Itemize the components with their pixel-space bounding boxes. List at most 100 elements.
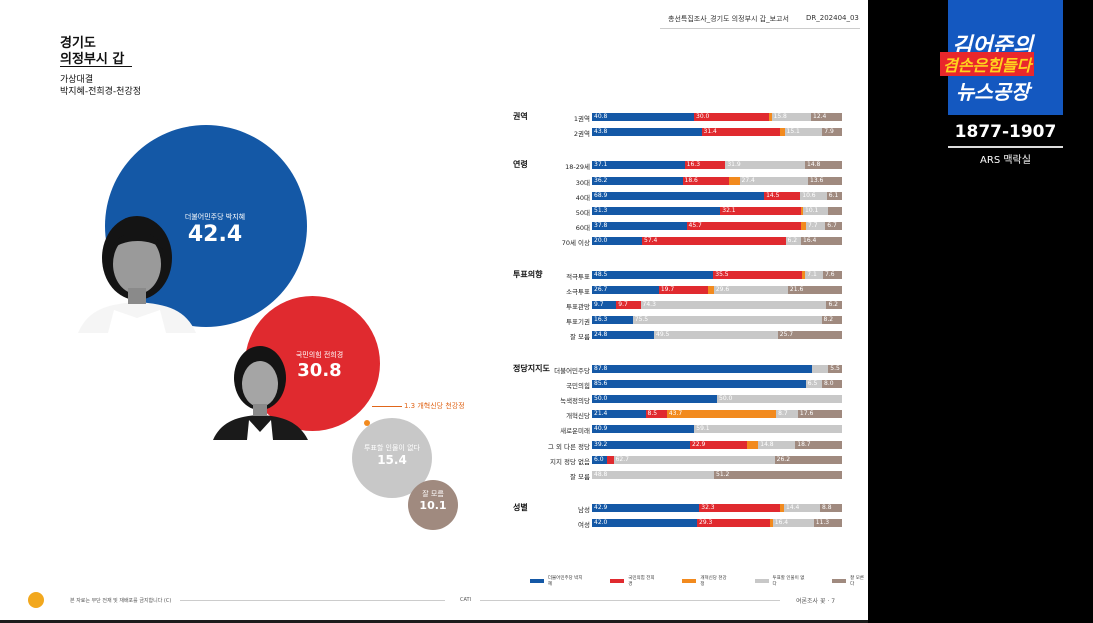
data-label: 39.2 <box>594 440 608 448</box>
row-label: 40대 <box>575 193 590 202</box>
bubble-dont-know <box>408 480 458 530</box>
bar-segment: 8.8 <box>820 504 842 513</box>
bar-segment: 50.0 <box>592 395 717 403</box>
bar-segment: 26.2 <box>774 455 842 464</box>
data-label: 27.4 <box>741 176 755 184</box>
no-candidate-name: 투표할 인물이 없다 <box>364 444 420 452</box>
sunburst-logo-icon <box>28 592 44 608</box>
row-label: 더불어민주당 <box>554 366 590 375</box>
logo-line-2: 겸손은힘들다 <box>940 52 1035 76</box>
data-label: 37.8 <box>594 222 608 230</box>
row-label: 국민의힘 <box>566 381 590 390</box>
bar-segment: 16.4 <box>772 519 814 528</box>
data-label: 8.8 <box>822 504 832 512</box>
data-label: 30.0 <box>696 113 710 120</box>
bubble-democratic-label: 더불어민주당 박지혜 42.4 <box>165 212 265 247</box>
data-label: 62.7 <box>615 455 629 463</box>
legend-label-reform: 개혁신당 천강정 <box>700 576 727 587</box>
bar-segment: 7.9 <box>822 128 842 137</box>
stacked-bar: 37.1 16.3 31.9 14.8 <box>592 161 842 170</box>
bar-segment: 9.7 <box>592 301 617 309</box>
row-label: 녹색정의당 <box>560 397 590 405</box>
logo-line-3: 뉴스공장 <box>956 80 1030 104</box>
row-label: 18-29세 <box>565 163 590 172</box>
bar-segment <box>811 364 829 373</box>
bar-segment: 6.2 <box>785 237 801 246</box>
data-label: 14.8 <box>760 440 774 448</box>
bar-segment: 43.8 <box>592 128 702 137</box>
bar-segment: 35.5 <box>713 270 802 279</box>
row-label: 1권역 <box>573 115 590 123</box>
stacked-bar: 51.3 32.1 10.1 <box>592 207 842 215</box>
data-label: 13.6 <box>810 176 824 184</box>
data-label: 21.6 <box>789 285 804 293</box>
group-title: 투표의향 <box>513 269 543 279</box>
bar-segment: 30.0 <box>694 113 769 121</box>
row-label: 60대 <box>575 224 590 233</box>
data-label: 8.7 <box>778 410 788 418</box>
bar-segment <box>747 440 759 449</box>
data-label: 17.6 <box>799 410 814 418</box>
bar-segment: 6.2 <box>826 301 842 309</box>
data-label: 68.9 <box>594 191 608 199</box>
data-label: 42.9 <box>594 504 608 512</box>
legend-label-ppp: 국민의힘 전희경 <box>628 576 655 587</box>
data-label: 14.5 <box>766 191 780 199</box>
bar-segment: 19.7 <box>658 285 709 294</box>
bubble-no-candidate-label: 투표할 인물이 없다 15.4 <box>352 443 432 467</box>
footer-center: CATI <box>460 597 472 603</box>
bar-segment: 32.3 <box>699 504 780 513</box>
row-label: 투표관망 <box>566 303 590 311</box>
data-label: 18.6 <box>684 176 698 184</box>
bar-segment <box>780 504 784 513</box>
matchup-label: 가상대결 <box>60 75 94 85</box>
data-label: 32.1 <box>722 207 736 214</box>
bar-segment: 7.7 <box>806 222 826 231</box>
data-label: 5.5 <box>830 364 840 372</box>
data-label: 16.3 <box>594 316 608 324</box>
data-label: 22.9 <box>692 440 706 448</box>
row-label: 잘 모름 <box>569 473 590 481</box>
bubble-dont-know-label: 잘 모름 10.1 <box>408 489 458 512</box>
data-label: 6.5 <box>807 379 818 387</box>
legend-item-dont-know: 잘 모른다 <box>832 575 868 587</box>
bar-segment: 32.1 <box>720 207 801 215</box>
bar-segment: 21.4 <box>592 410 646 419</box>
data-label: 31.4 <box>703 128 717 136</box>
data-label: 40.8 <box>594 113 608 120</box>
region-title: 경기도 <box>60 36 96 51</box>
bar-segment: 6.5 <box>805 379 822 388</box>
bar-segment: 48.5 <box>592 270 714 279</box>
legend-item-reform: 개혁신당 천강정 <box>682 575 730 587</box>
data-label: 8.2 <box>823 316 834 324</box>
bar-segment: 21.6 <box>787 285 842 294</box>
stacked-bar: 24.8 49.5 25.7 <box>592 331 842 340</box>
bar-segment <box>800 207 803 215</box>
bar-segment: 15.8 <box>771 113 811 121</box>
data-label: 32.3 <box>701 504 715 512</box>
legend-label-democratic: 더불어민주당 박지혜 <box>547 576 583 587</box>
stacked-bar: 85.6 6.5 8.0 <box>592 379 842 388</box>
stacked-bar: 40.9 59.1 <box>592 425 842 434</box>
data-label: 7.6 <box>825 270 835 278</box>
stacked-bar: 36.2 18.6 27.4 13.6 <box>592 176 842 185</box>
bar-segment: 37.8 <box>592 222 687 231</box>
bar-segment: 39.2 <box>592 440 690 449</box>
bar-segment: 51.3 <box>592 207 721 215</box>
bar-segment: 11.3 <box>813 519 842 528</box>
data-label: 16.4 <box>774 519 789 527</box>
bar-segment <box>800 222 806 231</box>
bar-segment <box>729 176 740 185</box>
data-label: 8.5 <box>647 410 658 418</box>
report-page: 총선특집조사_경기도 의정부시 갑_보고서 DR_202404_03 경기도 의… <box>0 0 868 620</box>
candidate-photo-jeon <box>213 340 308 440</box>
chart-legend: 더불어민주당 박지혜 국민의힘 전희경 개혁신당 천강정 투표할 인물이 없다 … <box>530 575 868 587</box>
bar-segment: 40.9 <box>592 425 695 434</box>
row-label: 여성 <box>578 521 590 530</box>
group-title: 연령 <box>513 160 528 170</box>
bar-segment <box>769 113 772 121</box>
bar-segment: 6.7 <box>825 222 842 231</box>
bar-segment <box>780 128 785 137</box>
header-code: DR_202404_03 <box>806 14 859 22</box>
data-label: 11.3 <box>815 519 830 527</box>
